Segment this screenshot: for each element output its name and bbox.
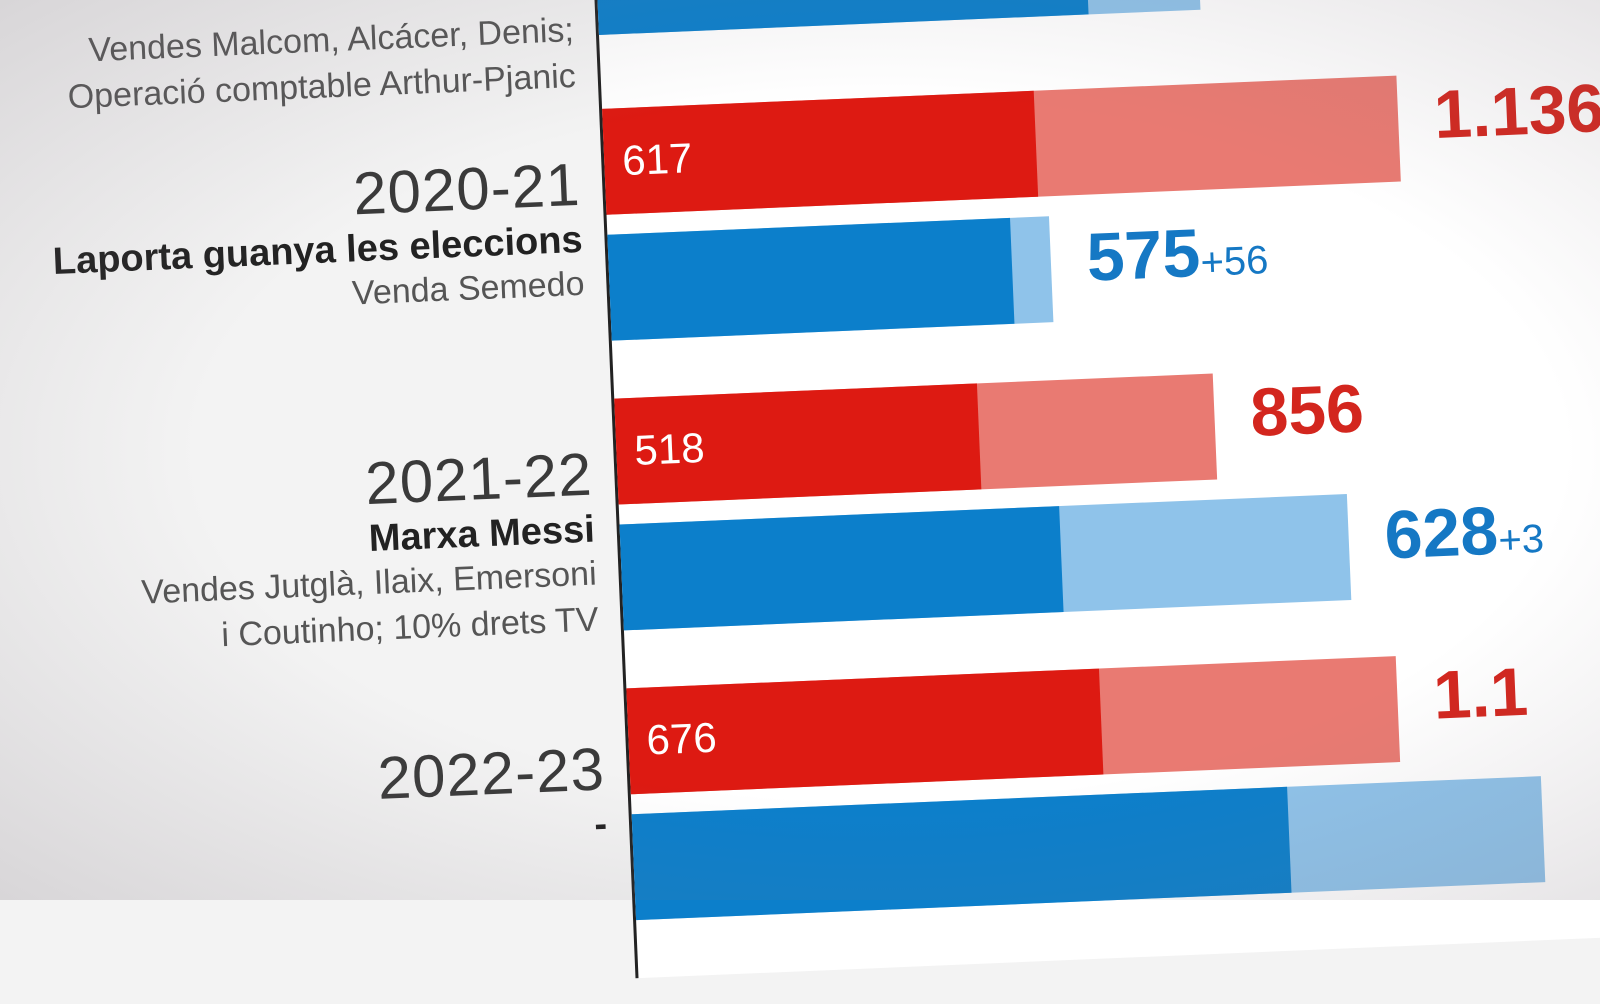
- row-notes-2019-20: Vendes Malcom, Alcácer, Denis; Operació …: [0, 8, 577, 124]
- red-inner-value: 676: [645, 713, 718, 764]
- blue-total-value: 575: [1085, 214, 1202, 296]
- blue-total-label: 628+3: [1383, 490, 1545, 575]
- chart-stage: Vendes Malcom, Alcácer, Denis; Operació …: [0, 0, 1600, 979]
- bar-blue-2020-21: [607, 216, 1054, 341]
- blue-total-label: 575+56: [1085, 211, 1269, 297]
- red-total-label: 1.1: [1431, 653, 1530, 734]
- red-inner-value: 617: [621, 134, 694, 185]
- bar-blue-dark: [619, 506, 1064, 631]
- red-total-label: 856: [1248, 370, 1366, 451]
- row-labels-2022-23: 2022-23 -: [14, 734, 608, 871]
- red-inner-value: 518: [633, 423, 706, 474]
- blue-total-value: 628: [1383, 492, 1500, 574]
- red-total-label: 1.136: [1432, 69, 1600, 154]
- row-labels-2020-21: 2020-21 Laporta guanya les eleccions Ven…: [0, 150, 585, 332]
- bar-blue-dark: [607, 217, 1015, 341]
- blue-plus-value: +3: [1497, 516, 1545, 563]
- blue-plus-value: +56: [1199, 238, 1270, 285]
- row-labels-2021-22: 2021-22 Marxa Messi Vendes Jutglà, Ilaix…: [1, 440, 600, 668]
